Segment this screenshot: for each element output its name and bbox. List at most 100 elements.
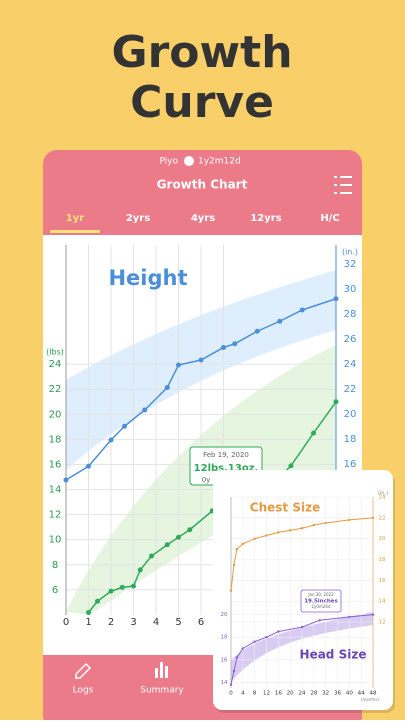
point <box>229 683 233 686</box>
y2-tick-label: 22 <box>344 384 357 395</box>
point <box>164 385 170 390</box>
point <box>108 588 114 594</box>
y-tick-label: 12 <box>49 510 62 521</box>
x-tick-label: 28 <box>310 691 317 697</box>
point <box>235 547 239 551</box>
y-tick-label: 16 <box>221 657 228 663</box>
y-tick-label: 18 <box>379 557 386 563</box>
y-tick-label: 24 <box>379 495 386 501</box>
point <box>164 542 170 548</box>
point <box>198 357 204 363</box>
point <box>277 531 280 534</box>
point <box>277 630 280 633</box>
series-label: Height <box>108 266 187 290</box>
x-tick-label: 5 <box>175 617 181 628</box>
point <box>221 345 226 350</box>
point <box>232 669 236 673</box>
point <box>312 523 316 527</box>
y-tick-label: 18 <box>49 434 62 445</box>
point <box>348 615 351 619</box>
point <box>187 527 193 533</box>
x-tick-label: 36 <box>334 691 341 697</box>
y-tick-label: 16 <box>49 459 62 470</box>
point <box>277 318 283 324</box>
point <box>253 537 256 540</box>
nav-label: Logs <box>73 686 94 696</box>
x-unit: (months) <box>361 697 380 702</box>
point <box>300 625 304 629</box>
y2-unit: (in.) <box>342 248 358 257</box>
nav-logs[interactable]: Logs <box>73 662 94 696</box>
tab-indicator <box>50 230 100 233</box>
x-tick-label: 16 <box>275 691 282 697</box>
x-tick-label: 48 <box>370 691 377 697</box>
point <box>176 534 181 540</box>
point <box>265 636 268 639</box>
tooltip-age: 2y0m26d <box>312 604 331 609</box>
x-tick-label: 0 <box>63 617 69 628</box>
tab[interactable]: 2yrs <box>126 213 150 224</box>
x-tick-label: 3 <box>130 617 136 628</box>
y-tick-label: 8 <box>52 560 58 571</box>
tooltip-age: 0y <box>202 476 211 484</box>
x-tick-label: 24 <box>299 691 306 697</box>
tab[interactable]: 12yrs <box>250 213 281 224</box>
nav-label: Summary <box>140 686 184 696</box>
point <box>253 640 256 643</box>
point <box>265 534 268 537</box>
y2-tick-label: 20 <box>344 409 357 420</box>
x-tick-label: 6 <box>198 617 204 628</box>
point <box>176 362 181 368</box>
y-tick-label: 14 <box>221 680 228 686</box>
x-tick-label: 2 <box>108 617 114 628</box>
point <box>63 477 69 483</box>
tab[interactable]: H/C <box>320 213 339 224</box>
brand: Piyo <box>159 157 178 167</box>
y2-tick-label: 30 <box>344 284 357 295</box>
y-tick-label: 20 <box>49 409 62 420</box>
x-tick-label: 4 <box>241 691 245 697</box>
point <box>311 430 316 436</box>
menu-button[interactable] <box>334 176 352 194</box>
y2-tick-label: 26 <box>344 334 357 345</box>
y-tick-label: 24 <box>49 359 62 370</box>
tooltip-date: Feb 19, 2020 <box>203 451 249 459</box>
y-tick-label: 20 <box>379 536 386 542</box>
y-unit: (in.) <box>378 491 388 497</box>
y-tick-label: 20 <box>221 612 228 618</box>
avatar <box>184 156 194 166</box>
app-title: Growth Chart <box>157 178 248 192</box>
point <box>241 542 245 546</box>
y-tick-label: 22 <box>49 384 62 395</box>
tooltip-date: Jan 30, 2022 <box>307 592 334 597</box>
nav-summary[interactable]: Summary <box>140 662 184 696</box>
point <box>299 307 305 313</box>
y-tick-label: 14 <box>49 485 62 496</box>
x-tick-label: 4 <box>153 617 159 628</box>
y-tick-label: 14 <box>379 599 386 605</box>
point <box>119 584 125 590</box>
point <box>229 589 233 592</box>
x-tick-label: 40 <box>346 691 353 697</box>
point <box>241 647 245 650</box>
x-tick-label: 1 <box>85 617 91 628</box>
point <box>318 619 321 622</box>
point <box>137 567 143 573</box>
y2-tick-label: 24 <box>344 359 357 370</box>
y-unit: (lbs) <box>46 348 64 357</box>
inset-card: 0 4 8 12 16 20 24 28 32 36 40 44 4812141618202224141… <box>213 470 395 713</box>
tab[interactable]: 4yrs <box>191 213 215 224</box>
inset-tooltip: Jan 30, 2022 19.5inches 2y0m26d <box>300 589 342 613</box>
tab[interactable]: 1yr <box>66 213 84 224</box>
point <box>142 407 148 413</box>
x-tick-label: 20 <box>287 691 294 697</box>
x-tick-label: 8 <box>253 691 257 697</box>
point <box>149 553 154 559</box>
x-tick-label: 12 <box>263 691 270 697</box>
point <box>371 516 375 520</box>
y2-tick-label: 18 <box>344 434 357 445</box>
point <box>108 437 114 443</box>
point <box>288 529 292 532</box>
y2-tick-label: 16 <box>344 459 357 470</box>
